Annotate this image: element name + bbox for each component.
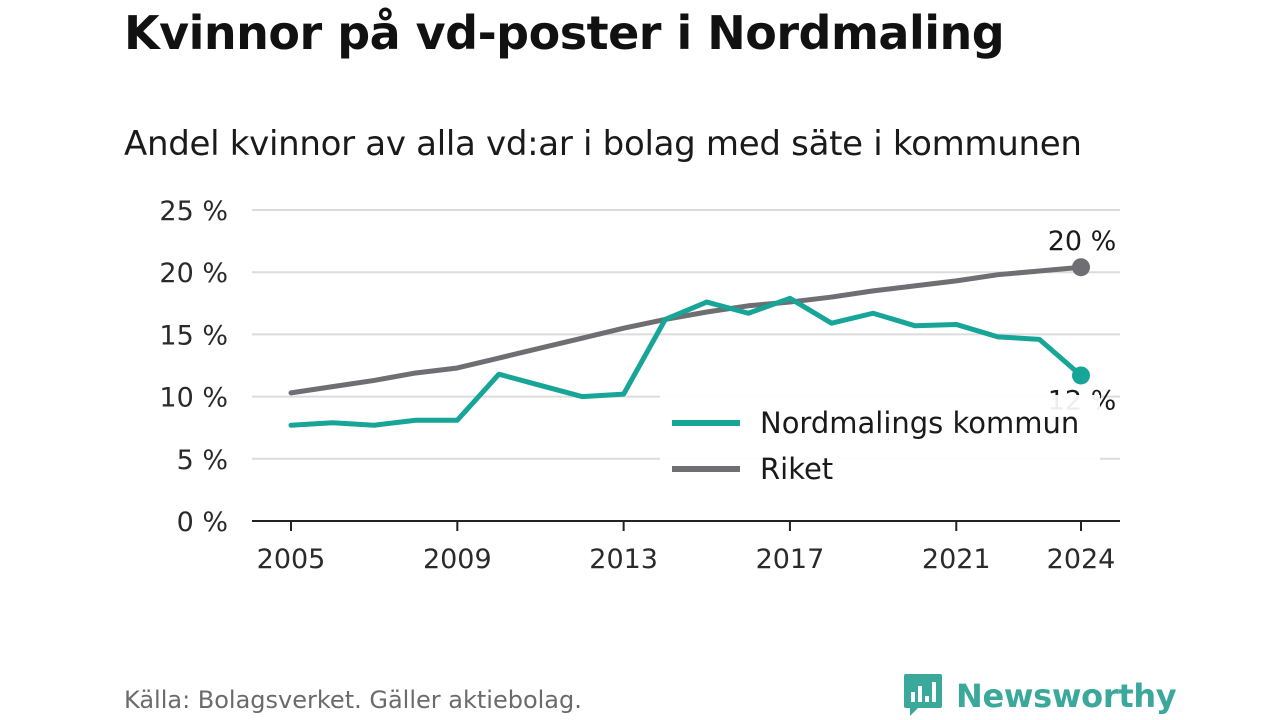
legend: Nordmalings kommun Riket	[660, 395, 1100, 505]
x-tick-label: 2024	[1047, 544, 1116, 575]
y-tick-label: 15 %	[159, 320, 228, 351]
x-axis: 2005 2009 2013 2017 2021 2024	[252, 520, 1120, 575]
x-tick-label: 2009	[423, 544, 492, 575]
brand-logo: Newsworthy	[902, 672, 1177, 720]
y-tick-label: 5 %	[177, 445, 228, 476]
source-note: Källa: Bolagsverket. Gäller aktiebolag.	[124, 686, 582, 714]
x-tick-label: 2021	[922, 544, 991, 575]
chart-subtitle: Andel kvinnor av alla vd:ar i bolag med …	[124, 124, 1082, 164]
series-line-nordmaling	[288, 295, 1084, 428]
x-tick-label: 2013	[589, 544, 658, 575]
y-tick-label: 25 %	[159, 196, 228, 227]
brand-name: Newsworthy	[956, 677, 1177, 715]
legend-label: Riket	[760, 452, 833, 486]
y-tick-label: 0 %	[177, 507, 228, 538]
chart-bars-icon	[904, 674, 942, 716]
y-tick-label: 20 %	[159, 258, 228, 289]
legend-label: Nordmalings kommun	[760, 406, 1079, 440]
endpoint-marker	[1072, 258, 1090, 277]
y-tick-label: 10 %	[159, 383, 228, 414]
series-line-riket	[288, 264, 1084, 396]
x-tick-label: 2017	[756, 544, 825, 575]
x-tick-label: 2005	[257, 544, 326, 575]
legend-box	[660, 395, 1100, 505]
endpoint-marker	[1072, 366, 1090, 385]
data-label-riket-end: 20 %	[1048, 226, 1117, 257]
y-axis-tick-labels: 0 % 5 % 10 % 15 % 20 % 25 %	[159, 196, 228, 538]
series-lines	[288, 264, 1084, 428]
chart-title: Kvinnor på vd-poster i Nordmaling	[124, 6, 1005, 60]
series-endpoints: 20 %12 %	[1048, 226, 1117, 416]
